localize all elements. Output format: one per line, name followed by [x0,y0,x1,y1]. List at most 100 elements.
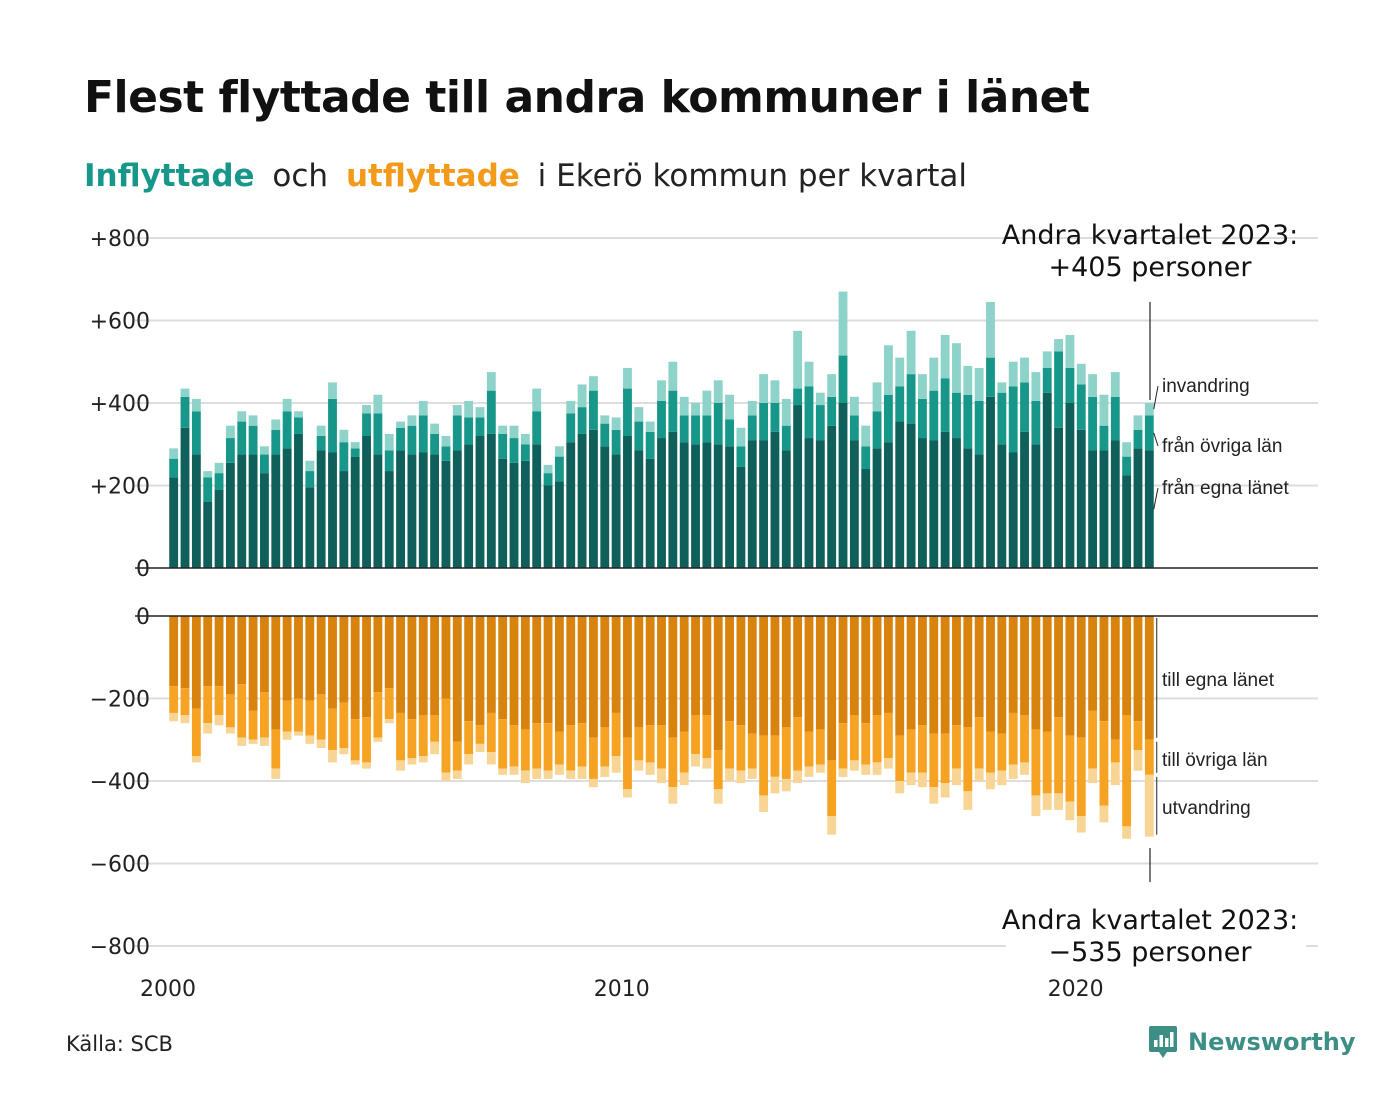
outflow-bar [271,729,281,769]
outflow-bar [691,754,700,767]
inflow-bar [725,394,734,420]
newsworthy-logo-icon [1149,1026,1177,1058]
inflow-bar [1110,372,1120,397]
outflow-bar [577,723,587,767]
inflow-bar [486,433,496,568]
outflow-bar [328,750,337,763]
inflow-bar [974,454,984,568]
inflow-bar [815,440,825,569]
inflow-bar [407,415,417,426]
inflow-bar [180,388,190,397]
outflow-bar [407,719,417,759]
inflow-bar [554,446,564,457]
outflow-bar [430,741,440,755]
inflow-bar [1099,394,1109,426]
outflow-bar [260,737,269,746]
inflow-bar [554,456,564,482]
outflow-bar [827,760,837,817]
legend-connector [1153,385,1159,410]
outflow-bar [441,616,451,699]
outflow-bar [441,698,451,773]
outflow-bar [294,731,303,736]
inflow-bar [566,400,576,414]
inflow-bar [282,411,292,449]
outflow-bar [169,616,179,687]
outflow-bar [1110,739,1120,763]
outflow-bar [384,616,394,689]
legend-label-in: från egna länet [1162,478,1289,499]
outflow-bar [702,758,712,769]
outflow-bar [282,731,292,740]
outflow-bar [566,770,576,779]
outflow-bar [883,616,893,713]
outflow-bar [725,721,734,769]
inflow-bar [645,458,655,568]
y-tick-label-in: +800 [90,227,150,252]
outflow-bar [849,760,859,771]
inflow-bar [781,450,791,568]
inflow-bar [657,400,666,439]
outflow-bar [396,712,405,761]
inflow-bar [1008,386,1018,453]
inflow-bar [452,415,462,451]
outflow-bar [657,768,666,784]
outflow-bar [350,719,360,761]
inflow-bar [1054,339,1063,352]
outflow-bar [918,616,927,726]
annotation-in-line2: +405 personer [1048,252,1252,283]
outflow-bar [1122,616,1132,715]
outflow-bar [906,772,916,786]
inflow-bar [169,448,179,459]
outflow-bar [486,752,496,765]
inflow-bar [532,388,542,412]
outflow-bar [997,733,1007,771]
outflow-bar [747,768,757,779]
inflow-bar [498,425,508,434]
outflow-bar [600,766,610,777]
outflow-bar [1065,735,1075,802]
outflow-bar [1076,737,1086,817]
outflow-bar [793,616,803,718]
legend-label-in: från övriga län [1162,436,1282,457]
brand[interactable]: Newsworthy [1148,1024,1356,1060]
inflow-bar [305,460,315,472]
inflow-bar [260,454,269,474]
outflow-bar [963,616,973,728]
inflow-bar [430,423,440,434]
inflow-bar [191,398,201,412]
outflow-bar [929,733,939,788]
inflow-bar [1054,427,1063,568]
outflow-bar [747,616,757,734]
inflow-bar [883,394,893,443]
outflow-bar [248,739,258,744]
inflow-bar [271,419,281,430]
inflow-bar [589,376,598,391]
outflow-bar [214,715,224,726]
outflow-bar [532,723,542,769]
inflow-bar [986,357,995,397]
outflow-bar [918,772,927,788]
outflow-bar [577,616,587,724]
inflow-bar [430,454,440,568]
inflow-bar [554,481,564,569]
inflow-bar [1088,450,1098,568]
outflow-bar [577,766,587,779]
outflow-bar [997,770,1007,786]
y-tick-label-out: −200 [90,688,150,713]
inflow-bar [827,374,837,397]
inflow-bar [623,436,632,568]
outflow-bar [509,725,519,767]
inflow-bar [271,429,281,455]
inflow-bar [225,438,235,463]
inflow-bar [872,382,882,412]
inflow-bar [520,444,530,461]
inflow-bar [725,446,734,568]
inflow-bar [1110,396,1120,441]
inflow-bar [986,301,995,358]
inflow-bar [282,448,292,569]
outflow-bar [1133,721,1143,751]
inflow-bar [974,400,984,455]
outflow-bar [475,616,485,726]
inflow-bar [986,396,995,568]
inflow-bar [520,433,530,445]
